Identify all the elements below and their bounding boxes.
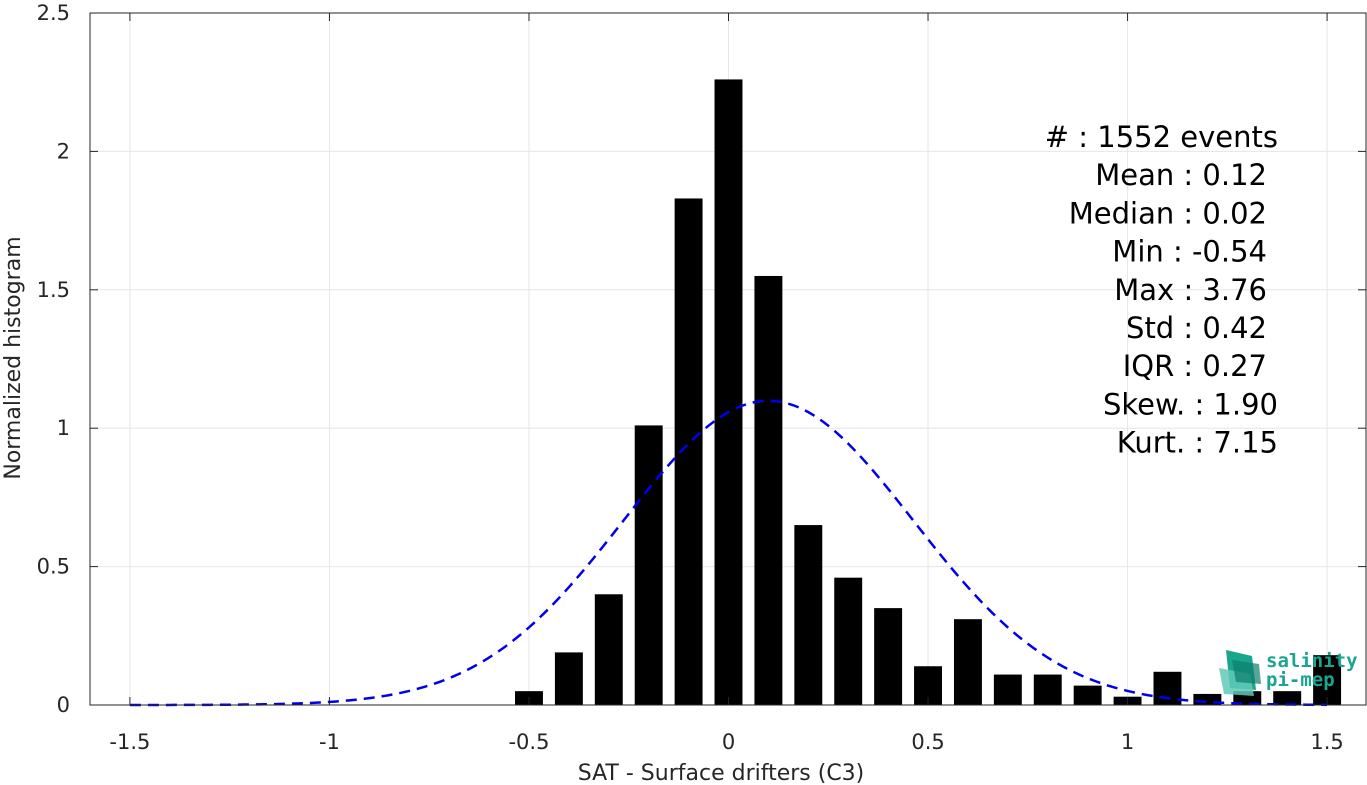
x-tick-label: -0.5 [508,730,549,754]
x-tick-labels: -1.5 -1 -0.5 0 0.5 1 1.5 [109,730,1343,754]
histogram-bar [993,674,1022,705]
stats-line: # : 1552 events [1045,120,1278,154]
histogram-bar [554,652,583,705]
histogram-bar [754,275,783,705]
histogram-bar [1033,674,1062,705]
salinity-pi-mep-logo: salinity pi-mep [1219,650,1358,696]
y-tick-labels: 0 0.5 1 1.5 2 2.5 [37,1,70,717]
stats-line: Skew. : 1.90 [1103,387,1278,421]
stats-line: Mean : 0.12 [1095,158,1267,192]
logo-emblem-icon [1219,650,1261,696]
histogram-bar [874,608,903,705]
histogram-bar [1313,655,1342,705]
histogram-bar [794,525,823,705]
y-tick-label: 2 [57,139,70,163]
stats-line: Median : 0.02 [1069,196,1267,230]
histogram-bar [674,198,703,705]
x-tick-label: 0.5 [911,730,944,754]
stats-line: IQR : 0.27 [1123,349,1267,383]
histogram-bar [634,425,663,705]
x-tick-label: 1.5 [1310,730,1343,754]
stats-line: Min : -0.54 [1112,235,1267,269]
histogram-bar [1153,671,1182,705]
stats-line: Max : 3.76 [1114,273,1267,307]
y-tick-label: 1 [57,416,70,440]
y-axis-label: Normalized histogram [1,236,26,479]
x-axis-label: SAT - Surface drifters (C3) [578,761,865,785]
x-tick-label: -1 [319,730,340,754]
y-tick-label: 0 [57,693,70,717]
statistics-box: # : 1552 events Mean : 0.12 Median : 0.02 M… [1045,120,1278,460]
histogram-bar [1193,693,1222,705]
x-tick-label: 1 [1121,730,1134,754]
histogram-bars [515,79,1342,705]
logo-text-line2: pi-mep [1266,669,1335,691]
stats-line: Kurt. : 7.15 [1117,426,1278,460]
axis-ticks [90,12,1366,706]
histogram-bar [953,619,982,705]
histogram-bar [1073,685,1102,705]
y-tick-label: 1.5 [37,278,70,302]
y-tick-label: 2.5 [37,1,70,25]
histogram-bar [714,79,743,705]
x-tick-label: 0 [722,730,735,754]
histogram-bar [594,594,623,705]
logo-text-line1: salinity [1266,650,1358,672]
stats-line: Std : 0.42 [1126,311,1267,345]
x-tick-label: -1.5 [109,730,150,754]
histogram-bar [834,577,863,705]
y-tick-label: 0.5 [37,555,70,579]
histogram-bar [1273,691,1302,705]
